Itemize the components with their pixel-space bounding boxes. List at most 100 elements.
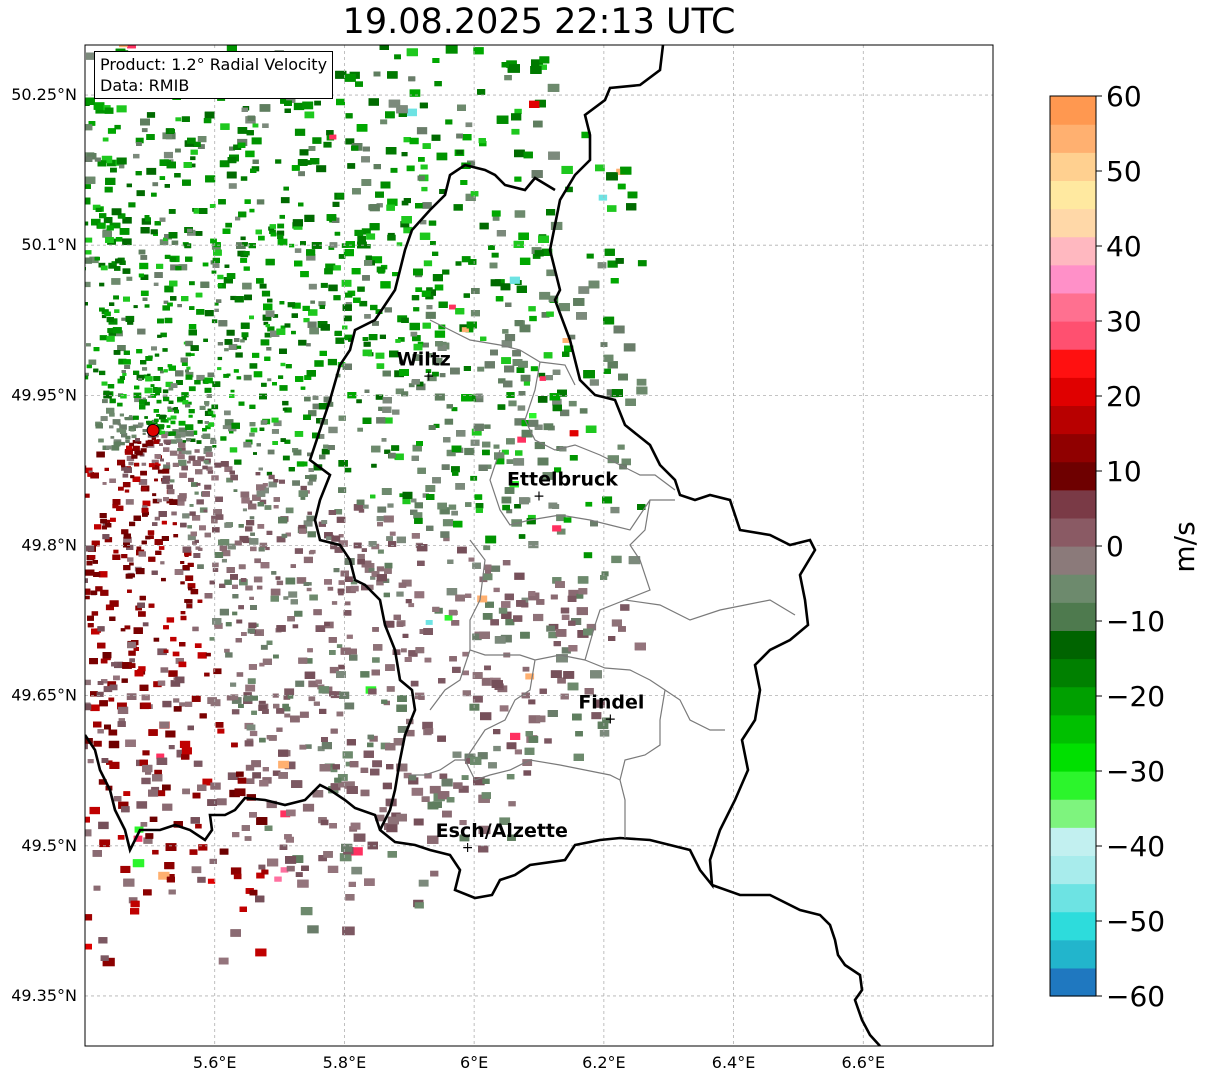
velocity-gate xyxy=(119,424,127,430)
velocity-gate xyxy=(529,315,537,322)
velocity-gate xyxy=(245,526,253,532)
velocity-gate xyxy=(85,156,93,162)
velocity-gate xyxy=(266,530,273,535)
velocity-gate xyxy=(377,522,383,527)
velocity-gate xyxy=(259,393,267,400)
velocity-gate xyxy=(123,467,132,473)
velocity-gate xyxy=(365,255,372,261)
velocity-gate xyxy=(89,256,99,264)
velocity-gate xyxy=(396,704,407,712)
velocity-gate xyxy=(154,353,160,357)
velocity-gate xyxy=(190,156,196,161)
velocity-gate xyxy=(585,425,597,433)
velocity-gate xyxy=(523,381,530,386)
velocity-gate xyxy=(195,231,203,236)
velocity-gate xyxy=(343,249,354,257)
velocity-gate xyxy=(184,550,192,556)
velocity-gate xyxy=(116,505,124,511)
velocity-gate xyxy=(93,885,101,891)
velocity-gate xyxy=(514,108,522,114)
velocity-gate xyxy=(308,680,318,688)
velocity-gate xyxy=(107,384,115,389)
velocity-gate xyxy=(336,671,346,678)
velocity-gate xyxy=(457,546,467,554)
velocity-gate xyxy=(366,233,376,240)
velocity-gate xyxy=(119,413,124,417)
velocity-gate xyxy=(112,554,121,560)
velocity-gate xyxy=(519,324,531,333)
velocity-gate xyxy=(368,334,378,341)
city-markers: +Wiltz+Ettelbruck+Findel+Esch/Alzette xyxy=(397,348,645,855)
velocity-gate xyxy=(157,463,161,466)
velocity-gate xyxy=(129,442,134,447)
velocity-gate xyxy=(511,113,522,121)
velocity-gate xyxy=(607,260,618,268)
velocity-gate xyxy=(142,764,153,773)
velocity-gate xyxy=(470,439,480,446)
velocity-gate xyxy=(133,370,140,375)
velocity-gate xyxy=(265,547,270,551)
velocity-gate xyxy=(202,428,207,432)
velocity-gate xyxy=(163,151,173,159)
velocity-gate xyxy=(121,554,128,559)
velocity-gate xyxy=(156,790,166,797)
velocity-gate xyxy=(418,157,425,162)
velocity-gate xyxy=(388,99,401,108)
velocity-gate xyxy=(186,599,193,604)
velocity-gate xyxy=(146,112,156,118)
velocity-gate xyxy=(95,207,102,212)
velocity-gate xyxy=(224,410,231,416)
velocity-gate xyxy=(85,465,87,470)
velocity-gate xyxy=(85,375,89,380)
velocity-gate xyxy=(154,221,161,226)
velocity-gate xyxy=(267,326,275,332)
velocity-gate xyxy=(173,698,180,703)
velocity-gate xyxy=(98,821,109,830)
velocity-gate xyxy=(506,774,515,780)
velocity-gate xyxy=(299,149,309,156)
velocity-gate xyxy=(182,513,190,519)
velocity-gate xyxy=(215,722,224,728)
velocity-gate xyxy=(567,682,579,691)
velocity-gate xyxy=(153,282,159,286)
velocity-gate xyxy=(205,175,216,183)
velocity-gate xyxy=(519,497,529,505)
velocity-gate xyxy=(128,202,136,208)
velocity-gate xyxy=(154,454,161,459)
velocity-gate xyxy=(238,401,245,406)
velocity-gate xyxy=(209,858,217,864)
velocity-gate xyxy=(232,584,238,589)
velocity-gate xyxy=(219,545,227,551)
velocity-gate xyxy=(264,332,272,338)
velocity-gate xyxy=(197,456,205,462)
velocity-gate xyxy=(388,452,396,458)
velocity-gate xyxy=(405,729,415,737)
velocity-gate xyxy=(628,556,641,565)
velocity-gate xyxy=(361,560,372,568)
velocity-gate xyxy=(440,531,450,538)
velocity-gate xyxy=(290,599,298,605)
velocity-gate xyxy=(306,515,315,522)
velocity-gate xyxy=(439,373,446,378)
velocity-gate xyxy=(128,461,134,466)
velocity-gate xyxy=(249,889,258,896)
velocity-gate xyxy=(118,486,124,491)
velocity-gate xyxy=(235,216,241,221)
velocity-gate xyxy=(404,657,412,662)
velocity-gate xyxy=(426,353,433,358)
velocity-gate xyxy=(568,334,576,340)
velocity-gate xyxy=(176,438,183,443)
velocity-gate xyxy=(100,658,108,664)
velocity-gate xyxy=(238,211,247,218)
velocity-gate xyxy=(155,550,162,555)
velocity-gate xyxy=(252,123,259,128)
velocity-gate xyxy=(125,573,133,579)
velocity-gate xyxy=(145,356,153,361)
velocity-gate xyxy=(396,763,408,772)
velocity-gate xyxy=(209,580,215,585)
velocity-gate xyxy=(367,742,374,748)
velocity-gate xyxy=(408,76,416,82)
velocity-gate xyxy=(204,593,213,599)
velocity-gate xyxy=(125,417,130,421)
velocity-gate xyxy=(113,549,119,554)
